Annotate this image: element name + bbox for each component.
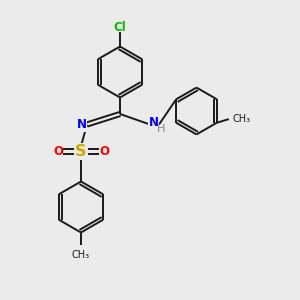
Text: H: H xyxy=(157,124,166,134)
Text: N: N xyxy=(148,116,159,129)
Text: O: O xyxy=(53,145,63,158)
Text: CH₃: CH₃ xyxy=(232,113,250,124)
Text: O: O xyxy=(99,145,109,158)
Text: N: N xyxy=(76,118,87,131)
Text: Cl: Cl xyxy=(114,21,126,34)
Text: S: S xyxy=(75,144,87,159)
Text: CH₃: CH₃ xyxy=(72,250,90,260)
